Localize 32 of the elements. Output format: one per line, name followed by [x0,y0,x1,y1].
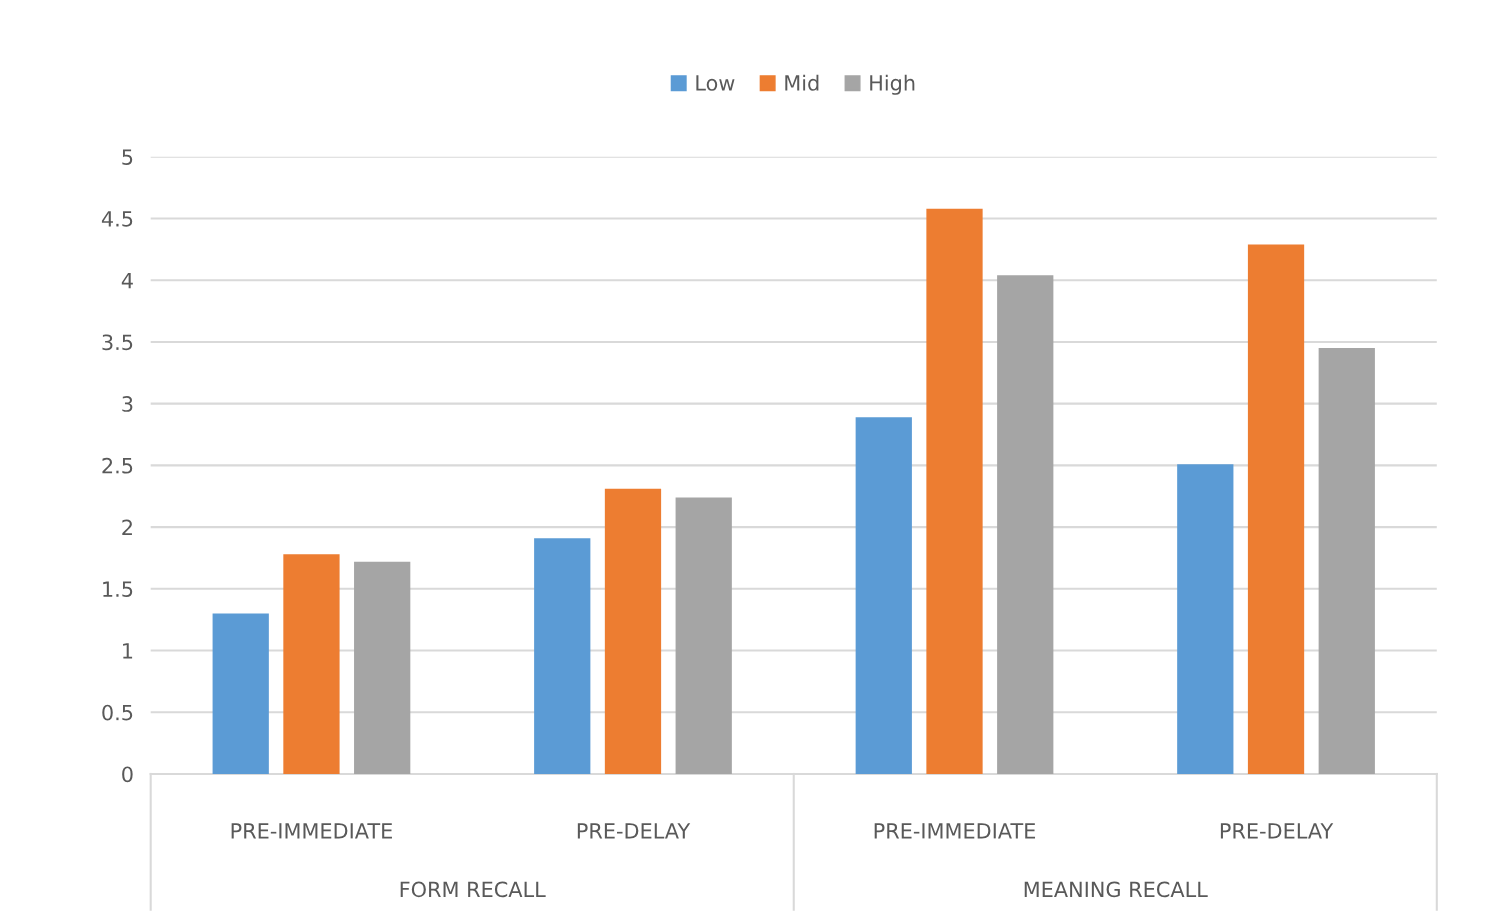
bar [212,613,269,774]
bar [283,554,340,774]
y-tick-label: 1 [123,643,133,659]
x-tick-label: PRE-DELAY [1220,823,1334,839]
y-tick-label: 0.5 [102,704,133,721]
bar [926,208,983,774]
y-tick-label: 0 [122,766,133,783]
bar [1247,244,1305,774]
bar [604,488,662,774]
bar [675,497,732,774]
y-tick-label: 1.5 [103,581,133,598]
text: MEANING RECALL [1024,881,1208,898]
y-tick-label: 4 [121,272,133,289]
y-tick-label: 2 [122,519,132,536]
bar [1177,464,1234,774]
y-tick-label: 5 [122,149,133,166]
x-tick-label: PRE-IMMEDIATE [874,823,1036,839]
bar [1318,348,1375,774]
y-tick-label: 2.5 [102,457,133,474]
y-tick-label: 4.5 [101,211,133,227]
text: FORM RECALL [400,881,546,898]
bar [855,417,912,774]
x-tick-label: PRE-DELAY [577,823,691,839]
legend-label: Low [696,75,735,91]
bar [997,275,1054,774]
bar [354,561,411,774]
y-tick-label: 3 [122,396,133,412]
bar [534,538,591,774]
legend-label: Mid [785,74,819,91]
legend-label: High [870,74,915,95]
x-tick-label: PRE-IMMEDIATE [231,823,392,839]
y-tick-label: 3.5 [102,334,133,351]
